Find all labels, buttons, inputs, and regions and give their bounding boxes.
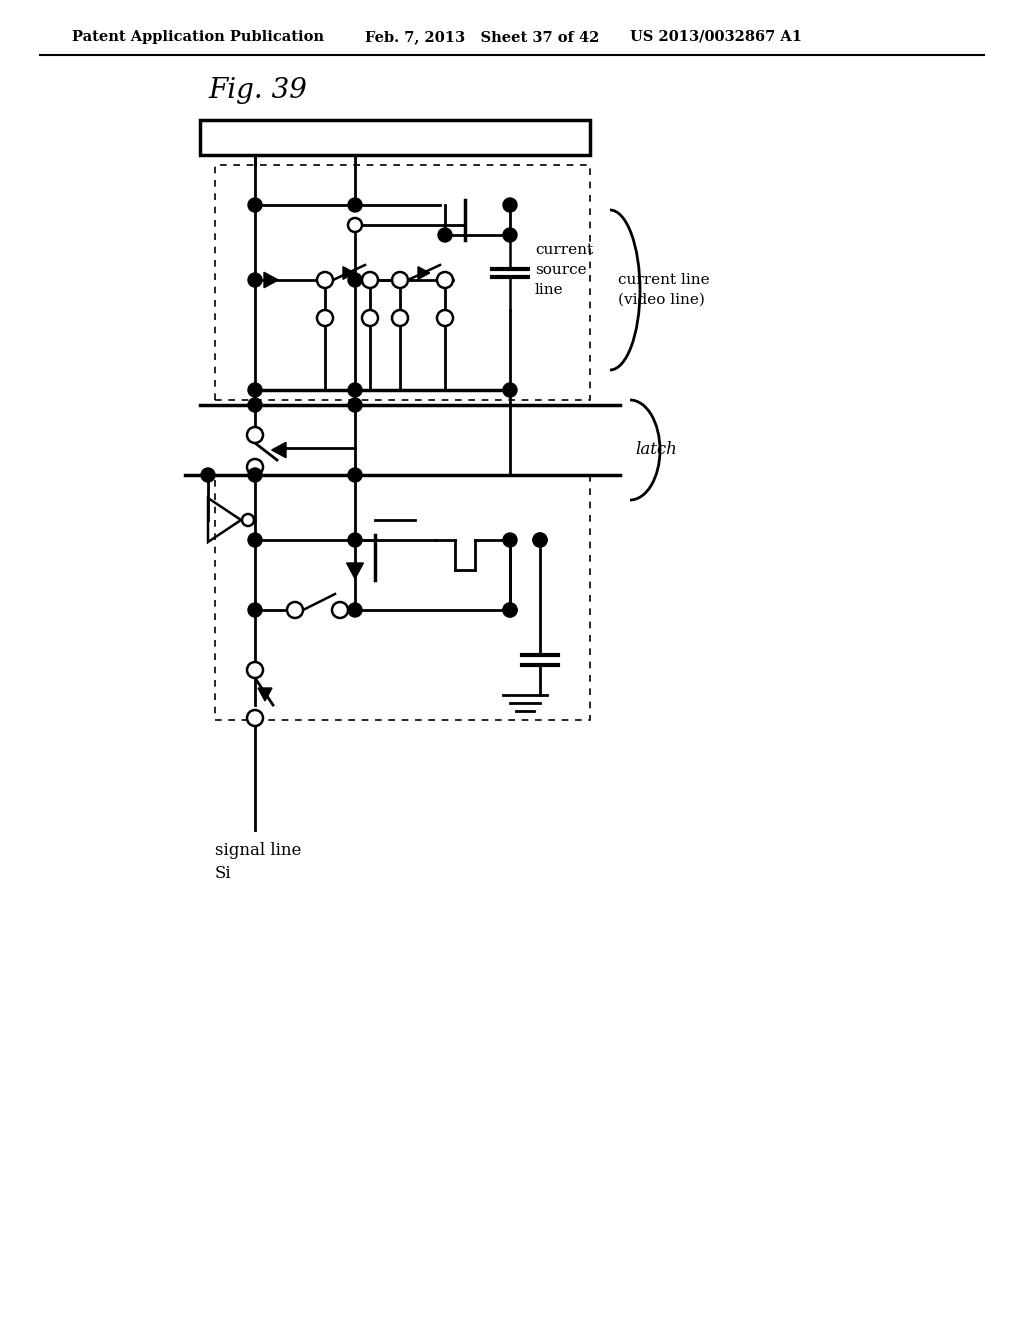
Circle shape — [242, 513, 254, 525]
Bar — [215, 475, 590, 719]
Circle shape — [534, 533, 547, 546]
Polygon shape — [271, 442, 286, 458]
Circle shape — [348, 383, 362, 397]
Text: Patent Application Publication: Patent Application Publication — [72, 30, 324, 44]
Circle shape — [317, 272, 333, 288]
Circle shape — [534, 533, 547, 546]
Circle shape — [247, 663, 263, 678]
Text: current line
(video line): current line (video line) — [618, 273, 710, 306]
Circle shape — [247, 459, 263, 475]
Circle shape — [348, 273, 362, 286]
Polygon shape — [264, 272, 279, 288]
Text: latch: latch — [635, 441, 677, 458]
Circle shape — [503, 198, 517, 213]
Text: 411: 411 — [374, 127, 416, 149]
Circle shape — [248, 533, 262, 546]
Circle shape — [201, 469, 215, 482]
Circle shape — [248, 469, 262, 482]
Circle shape — [348, 469, 362, 482]
Text: current
source
line: current source line — [535, 243, 593, 297]
Circle shape — [248, 603, 262, 616]
Circle shape — [287, 602, 303, 618]
Circle shape — [248, 383, 262, 397]
Bar — [215, 165, 590, 400]
Circle shape — [348, 603, 362, 616]
Circle shape — [362, 272, 378, 288]
Polygon shape — [258, 688, 272, 701]
Text: Feb. 7, 2013   Sheet 37 of 42: Feb. 7, 2013 Sheet 37 of 42 — [365, 30, 599, 44]
Circle shape — [248, 399, 262, 412]
Circle shape — [437, 272, 453, 288]
Circle shape — [503, 228, 517, 242]
Circle shape — [362, 310, 378, 326]
Circle shape — [248, 273, 262, 286]
Circle shape — [392, 272, 408, 288]
Circle shape — [317, 310, 333, 326]
Circle shape — [247, 426, 263, 444]
Circle shape — [348, 533, 362, 546]
Circle shape — [348, 218, 362, 232]
Polygon shape — [343, 267, 354, 280]
Polygon shape — [418, 267, 430, 280]
Polygon shape — [346, 564, 364, 578]
Text: Fig. 39: Fig. 39 — [208, 77, 307, 103]
Circle shape — [248, 198, 262, 213]
Circle shape — [332, 602, 348, 618]
Circle shape — [503, 603, 517, 616]
Circle shape — [348, 198, 362, 213]
Circle shape — [503, 603, 517, 616]
Bar — [200, 120, 590, 154]
Circle shape — [503, 533, 517, 546]
Text: US 2013/0032867 A1: US 2013/0032867 A1 — [630, 30, 802, 44]
Circle shape — [392, 310, 408, 326]
Circle shape — [348, 399, 362, 412]
Text: signal line
Si: signal line Si — [215, 842, 301, 883]
Circle shape — [438, 228, 452, 242]
Circle shape — [247, 710, 263, 726]
Circle shape — [503, 383, 517, 397]
Circle shape — [437, 310, 453, 326]
